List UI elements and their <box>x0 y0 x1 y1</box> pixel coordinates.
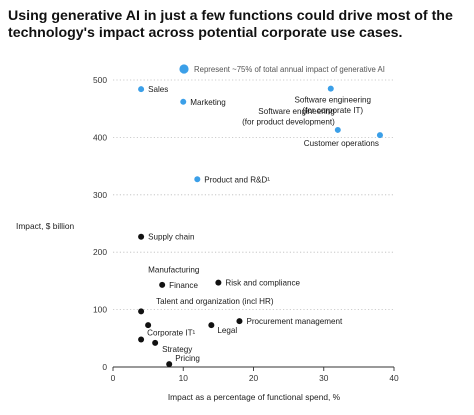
y-tick-label: 0 <box>102 362 107 372</box>
data-point <box>138 233 145 240</box>
y-tick-label: 100 <box>93 305 107 315</box>
x-tick-label: 30 <box>319 373 329 383</box>
data-point <box>166 361 173 368</box>
data-point <box>215 279 222 286</box>
x-tick-label: 0 <box>111 373 116 383</box>
data-point <box>159 281 166 288</box>
data-label: Corporate IT¹ <box>147 328 195 337</box>
legend-marker <box>179 64 189 74</box>
data-point <box>138 336 145 343</box>
data-points <box>138 85 383 368</box>
point-labels: Sales Marketing Software engineering (for c… <box>147 85 379 363</box>
x-tick-label: 40 <box>389 373 399 383</box>
grid-lines <box>113 79 394 311</box>
data-label: Software engineering (for corporate IT) <box>295 96 372 116</box>
axes: 0 100 200 300 400 500 0 10 20 30 40 <box>93 75 399 383</box>
data-label: Customer operations <box>304 139 379 148</box>
y-tick-label: 200 <box>93 247 107 257</box>
y-tick-label: 500 <box>93 75 107 85</box>
y-tick-label: 300 <box>93 190 107 200</box>
legend: Represent ~75% of total annual impact of… <box>179 64 385 74</box>
data-point <box>236 318 243 325</box>
data-label: Strategy <box>162 345 193 354</box>
data-label: Risk and compliance <box>225 279 300 288</box>
data-point <box>145 322 152 329</box>
data-point <box>376 132 383 139</box>
data-point <box>327 85 334 92</box>
data-label: Marketing <box>190 98 226 107</box>
data-label: Finance <box>169 281 198 290</box>
x-axis-label: Impact as a percentage of functional spe… <box>167 392 341 402</box>
data-point <box>152 339 159 346</box>
y-axis-label: Impact, $ billion <box>16 221 75 231</box>
data-label: Procurement management <box>246 317 343 326</box>
data-label: Talent and organization (incl HR) <box>156 297 274 306</box>
data-point <box>208 322 215 329</box>
data-label: Software engineering (for product develop… <box>242 107 335 127</box>
data-label: Supply chain <box>148 233 194 242</box>
data-label: Product and R&D¹ <box>204 175 270 184</box>
data-label: Manufacturing <box>148 265 199 274</box>
data-label: Sales <box>148 85 168 94</box>
data-point <box>138 308 145 315</box>
x-tick-label: 20 <box>249 373 259 383</box>
x-tick-label: 10 <box>179 373 189 383</box>
data-point <box>138 86 145 93</box>
y-tick-label: 400 <box>93 132 107 142</box>
legend-label: Represent ~75% of total annual impact of… <box>194 65 385 74</box>
data-point <box>180 98 187 105</box>
data-point <box>334 126 341 133</box>
data-point <box>194 176 201 183</box>
data-label: Legal <box>217 326 237 335</box>
data-label: Pricing <box>175 354 200 363</box>
chart-title: Using generative AI in just a few functi… <box>8 8 453 41</box>
